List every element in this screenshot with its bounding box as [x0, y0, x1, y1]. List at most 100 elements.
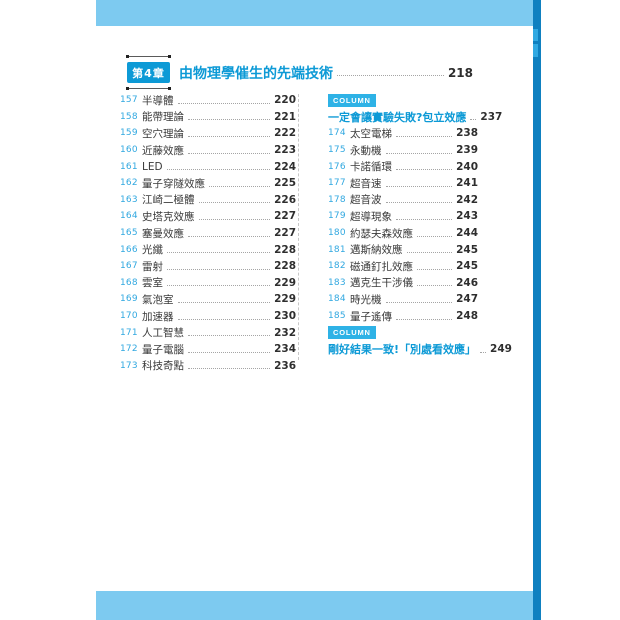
- toc-entry-title: 超導現象: [350, 210, 392, 223]
- toc-right-column: COLUMN 一定會讓實驗失敗?包立效應 237 174 太空電梯 238 17…: [328, 92, 512, 358]
- toc-entry-title: 半導體: [142, 94, 174, 107]
- toc-entry-row: 183 邁克生干涉儀 246: [328, 275, 478, 292]
- dotted-leader: [188, 368, 271, 370]
- toc-entry-title: 史塔克效應: [142, 210, 195, 223]
- dotted-leader: [188, 135, 271, 137]
- toc-entry-page-number: 221: [274, 110, 296, 123]
- toc-entry-row: 160 近藤效應 223: [120, 142, 296, 159]
- toc-entry-row: 178 超音波 242: [328, 192, 478, 209]
- toc-entry-row: 175 永動機 239: [328, 142, 478, 159]
- toc-entry-number: 184: [328, 294, 346, 305]
- toc-entry-title: 江崎二極體: [142, 194, 195, 207]
- toc-entry-number: 157: [120, 95, 138, 106]
- dotted-leader: [188, 351, 271, 353]
- spine-tab-marker: [533, 44, 538, 57]
- toc-entry-number: 175: [328, 145, 346, 156]
- toc-entry-number: 172: [120, 344, 138, 355]
- toc-entry-number: 159: [120, 128, 138, 139]
- toc-entry-row: 184 時光機 247: [328, 291, 478, 308]
- toc-entry-title: 雷射: [142, 260, 163, 273]
- toc-entry-page-number: 230: [274, 310, 296, 323]
- toc-entry-number: 169: [120, 294, 138, 305]
- page-top-edge-band: [96, 0, 533, 26]
- toc-entry-page-number: 234: [274, 343, 296, 356]
- column-badge: COLUMN: [328, 94, 376, 107]
- dotted-leader: [385, 301, 453, 303]
- toc-entry-number: 161: [120, 161, 138, 172]
- toc-entry-row: 177 超音速 241: [328, 175, 478, 192]
- toc-entry-page-number: 242: [456, 193, 478, 206]
- toc-entry-row: 176 卡諾循環 240: [328, 158, 478, 175]
- dotted-leader: [396, 318, 453, 320]
- toc-entry-number: 179: [328, 211, 346, 222]
- dotted-leader: [385, 185, 453, 187]
- column-badge: COLUMN: [328, 326, 376, 339]
- toc-entry-row: 166 光纖 228: [120, 241, 296, 258]
- toc-entry-title: 超音速: [350, 177, 382, 190]
- toc-entry-title: 雲室: [142, 277, 163, 290]
- toc-entry-title: 光纖: [142, 244, 163, 257]
- dotted-leader: [417, 235, 453, 237]
- toc-entry-number: 182: [328, 261, 346, 272]
- toc-entry-page-number: 243: [456, 210, 478, 223]
- spine-tab-marker: [533, 29, 538, 41]
- toc-entry-number: 177: [328, 178, 346, 189]
- toc-entry-row: 168 雲室 229: [120, 275, 296, 292]
- toc-entry-page-number: 222: [274, 127, 296, 140]
- toc-entry-page-number: 232: [274, 326, 296, 339]
- toc-entry-page-number: 225: [274, 177, 296, 190]
- dotted-leader: [198, 202, 271, 204]
- dotted-leader: [177, 301, 271, 303]
- dotted-leader: [177, 318, 271, 320]
- dotted-leader: [406, 252, 453, 254]
- toc-entry-page-number: 228: [274, 243, 296, 256]
- toc-entry-title: 時光機: [350, 293, 382, 306]
- toc-entry-page-number: 245: [456, 260, 478, 273]
- toc-entry-page-number: 223: [274, 144, 296, 157]
- column-article-page-number: 237: [480, 110, 503, 123]
- column-badge-row: COLUMN: [328, 92, 478, 109]
- toc-entry-title: 約瑟夫森效應: [350, 227, 413, 240]
- toc-entry-page-number: 246: [456, 276, 478, 289]
- toc-entry-number: 173: [120, 360, 138, 371]
- dotted-leader: [337, 75, 444, 76]
- toc-entry-title: 能帶理論: [142, 111, 184, 124]
- dotted-leader: [167, 285, 271, 287]
- toc-entry-number: 168: [120, 277, 138, 288]
- dotted-leader: [166, 169, 271, 171]
- column-badge-row: COLUMN: [328, 324, 478, 341]
- toc-entry-row: 174 太空電梯 238: [328, 125, 478, 142]
- toc-entry-number: 171: [120, 327, 138, 338]
- toc-entry-page-number: 228: [274, 260, 296, 273]
- dotted-leader: [480, 351, 487, 353]
- toc-entry-row: 182 磁通釘扎效應 245: [328, 258, 478, 275]
- toc-entry-page-number: 248: [456, 310, 478, 323]
- toc-entry-title: 加速器: [142, 310, 174, 323]
- toc-entry-row: 172 量子電腦 234: [120, 341, 296, 358]
- toc-entry-page-number: 247: [456, 293, 478, 306]
- dotted-leader: [188, 119, 271, 121]
- dotted-leader: [470, 119, 477, 121]
- toc-entry-row: 158 能帶理論 221: [120, 109, 296, 126]
- dotted-leader: [417, 285, 453, 287]
- toc-entry-number: 163: [120, 194, 138, 205]
- toc-entry-title: 磁通釘扎效應: [350, 260, 413, 273]
- toc-entry-page-number: 238: [456, 127, 478, 140]
- chapter-header: 第4章 由物理學催生的先端技術 218: [127, 61, 473, 84]
- toc-entry-title: 塞曼效應: [142, 227, 184, 240]
- toc-entry-number: 174: [328, 128, 346, 139]
- dotted-leader: [385, 152, 453, 154]
- toc-entry-title: 邁克生干涉儀: [350, 277, 413, 290]
- toc-entry-page-number: 240: [456, 160, 478, 173]
- toc-entry-row: 167 雷射 228: [120, 258, 296, 275]
- page-right-spine-stripe: [533, 0, 541, 620]
- dotted-leader: [167, 268, 271, 270]
- dotted-leader: [167, 252, 271, 254]
- dotted-leader: [177, 102, 271, 104]
- dotted-leader: [188, 335, 271, 337]
- column-article-title: 一定會讓實驗失敗?包立效應: [328, 110, 467, 124]
- toc-entry-number: 166: [120, 244, 138, 255]
- dotted-leader: [417, 268, 453, 270]
- toc-entry-page-number: 229: [274, 293, 296, 306]
- toc-entry-row: 185 量子遙傳 248: [328, 308, 478, 325]
